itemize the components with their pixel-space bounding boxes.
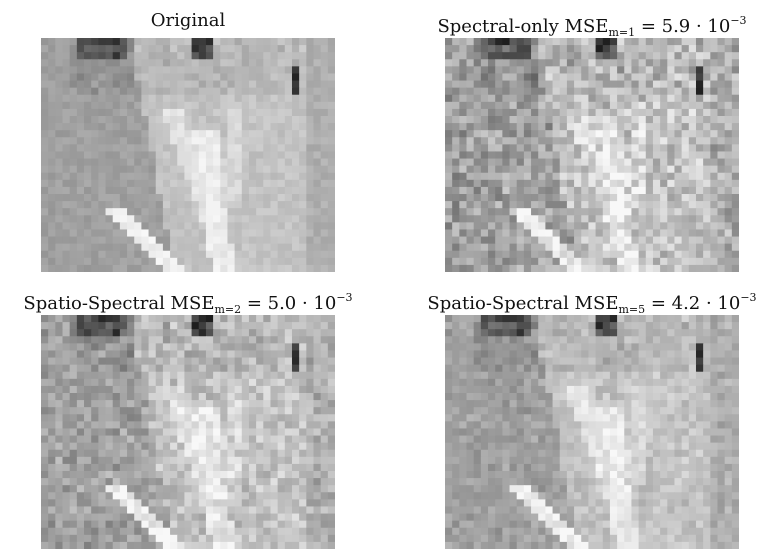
panel-spatio-spectral-m5: Spatio-Spectral MSEm=5 = 4.2 · 10−3 xyxy=(427,287,757,551)
title-exponent: −3 xyxy=(336,291,353,304)
panel-title: Spectral-only MSEm=1 = 5.9 · 10−3 xyxy=(434,10,750,44)
title-text: Spatio-Spectral MSE xyxy=(427,293,619,314)
panel-spectral-only: Spectral-only MSEm=1 = 5.9 · 10−3 xyxy=(437,10,747,274)
panel-title: Spatio-Spectral MSEm=2 = 5.0 · 10−3 xyxy=(22,287,354,321)
title-value: = 4.2 · 10 xyxy=(645,293,741,314)
title-value: = 5.9 · 10 xyxy=(635,16,731,37)
title-exponent: −3 xyxy=(730,14,747,27)
panel-title: Original xyxy=(40,10,336,32)
title-subscript: m=1 xyxy=(608,26,636,39)
panel-title: Spatio-Spectral MSEm=5 = 4.2 · 10−3 xyxy=(426,287,758,321)
grayscale-image-original xyxy=(41,38,335,272)
grayscale-image-spatio-spectral-m5 xyxy=(445,315,739,549)
title-exponent: −3 xyxy=(740,291,757,304)
title-value: = 5.0 · 10 xyxy=(241,293,337,314)
title-text: Spectral-only MSE xyxy=(437,16,609,37)
title-text: Original xyxy=(150,10,226,31)
title-subscript: m=2 xyxy=(214,303,242,316)
panel-original: Original xyxy=(40,10,336,274)
panel-spatio-spectral-m2: Spatio-Spectral MSEm=2 = 5.0 · 10−3 xyxy=(23,287,353,551)
title-text: Spatio-Spectral MSE xyxy=(23,293,215,314)
grayscale-image-spatio-spectral-m2 xyxy=(41,315,335,549)
grayscale-image-spectral-only xyxy=(445,38,739,272)
title-subscript: m=5 xyxy=(618,303,646,316)
